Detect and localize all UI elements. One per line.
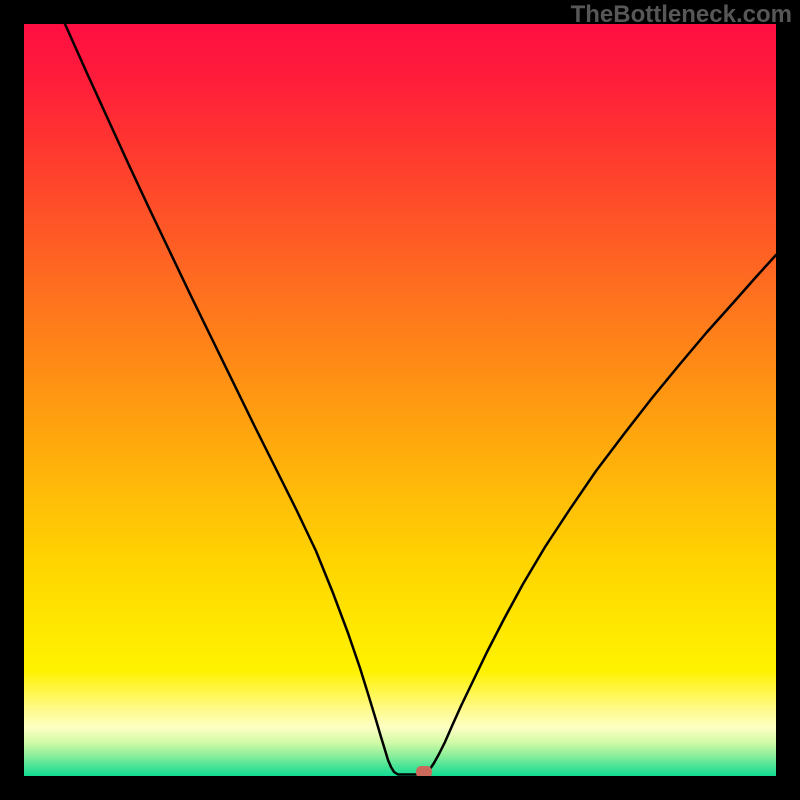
watermark-label: TheBottleneck.com	[571, 1, 792, 28]
gradient-background	[24, 24, 776, 776]
frame-border-left	[0, 0, 24, 800]
frame-border-right	[776, 0, 800, 800]
frame-border-bottom	[0, 776, 800, 800]
bottleneck-chart: TheBottleneck.com	[0, 0, 800, 800]
